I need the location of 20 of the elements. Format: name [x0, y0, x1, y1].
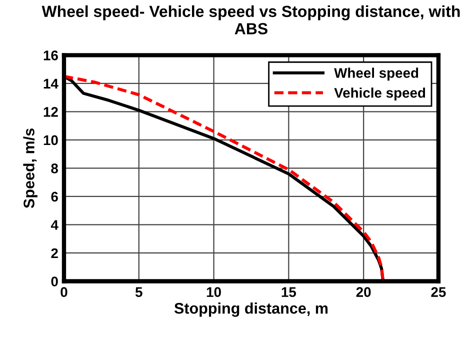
- y-tick-label: 6: [51, 192, 58, 202]
- x-tick-label: 20: [356, 287, 371, 297]
- legend-label: Vehicle speed: [334, 88, 426, 101]
- x-tick-label: 5: [135, 287, 142, 297]
- x-tick-label: 15: [282, 287, 296, 297]
- x-tick-label: 0: [60, 287, 68, 297]
- y-axis-title: Speed, m/s: [23, 128, 38, 208]
- y-tick-label: 0: [51, 276, 58, 286]
- chart-title: Wheel speed- Vehicle speed vs Stopping distance, with ABS: [42, 5, 460, 34]
- y-tick-label: 8: [51, 164, 58, 174]
- y-tick-label: 12: [44, 107, 58, 117]
- y-tick-label: 10: [44, 135, 58, 146]
- x-tick-label: 10: [206, 287, 221, 297]
- y-tick-label: 4: [50, 220, 58, 230]
- y-tick-label: 14: [44, 78, 58, 88]
- y-tick-label: 16: [44, 50, 58, 60]
- legend-label: Wheel speed: [334, 68, 418, 81]
- y-tick-label: 2: [51, 248, 58, 258]
- x-tick-label: 25: [431, 287, 446, 297]
- x-axis-title: Stopping distance, m: [174, 302, 328, 317]
